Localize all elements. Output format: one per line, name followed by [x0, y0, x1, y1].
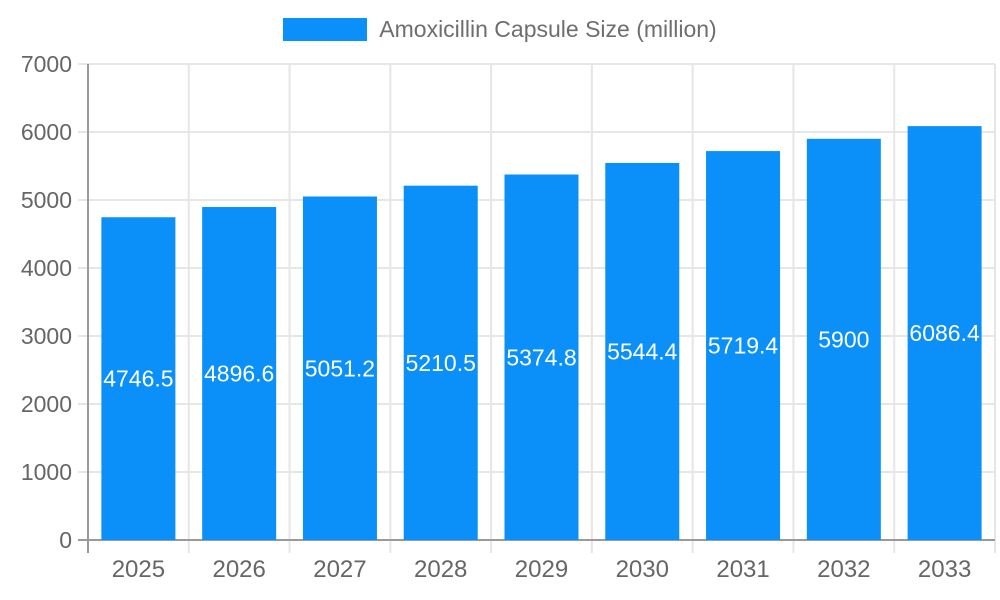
y-tick-label: 0	[59, 527, 72, 553]
bar[interactable]	[907, 126, 982, 540]
bar[interactable]	[504, 174, 579, 540]
bar-value-label: 5544.4	[607, 338, 678, 364]
y-tick-label: 6000	[21, 119, 72, 145]
x-tick-label: 2033	[918, 556, 971, 583]
bar[interactable]	[605, 162, 680, 540]
bar[interactable]	[202, 207, 277, 541]
y-tick-label: 2000	[21, 391, 72, 417]
x-tick-label: 2026	[212, 556, 265, 583]
x-tick-label: 2029	[515, 556, 568, 583]
x-tick-label: 2028	[414, 556, 467, 583]
bar[interactable]	[302, 196, 377, 540]
x-tick-label: 2027	[313, 556, 366, 583]
x-tick-label: 2032	[817, 556, 870, 583]
bar-value-label: 6086.4	[909, 320, 980, 346]
bar-value-label: 4896.6	[204, 361, 274, 387]
legend[interactable]: Amoxicillin Capsule Size (million)	[0, 16, 1000, 43]
x-tick-label: 2031	[716, 556, 769, 583]
y-tick-label: 1000	[21, 459, 72, 485]
y-tick-label: 7000	[21, 51, 72, 77]
bar[interactable]	[706, 151, 781, 540]
bar-value-label: 5719.4	[708, 333, 779, 359]
x-tick-label: 2030	[616, 556, 669, 583]
bar-value-label: 5210.5	[406, 350, 476, 376]
y-tick-label: 4000	[21, 255, 72, 281]
legend-swatch	[283, 18, 368, 41]
bar[interactable]	[806, 138, 881, 541]
bar-value-label: 5900	[818, 326, 869, 352]
bar-value-label: 5051.2	[305, 355, 375, 381]
bar-value-label: 4746.5	[103, 366, 173, 392]
x-tick-label: 2025	[112, 556, 165, 583]
y-tick-label: 3000	[21, 323, 72, 349]
bar-value-label: 5374.8	[506, 344, 576, 370]
legend-label: Amoxicillin Capsule Size (million)	[379, 16, 717, 42]
bar[interactable]	[101, 217, 176, 540]
y-tick-label: 5000	[21, 187, 72, 213]
bar[interactable]	[403, 185, 478, 540]
